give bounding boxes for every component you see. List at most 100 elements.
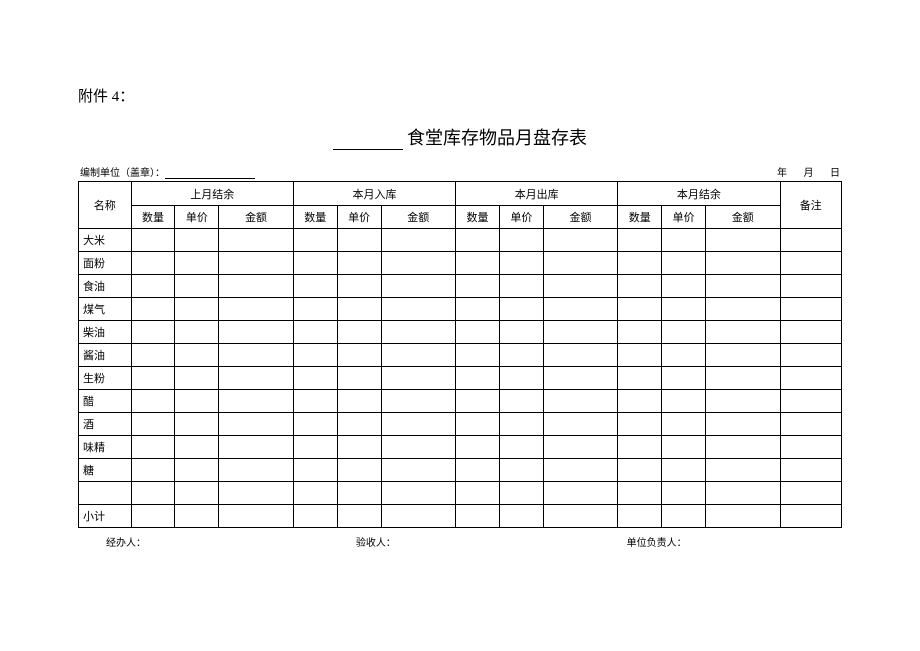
cell-amt — [381, 252, 456, 275]
cell-amt — [219, 482, 294, 505]
cell-qty — [131, 367, 175, 390]
cell-amt — [219, 505, 294, 528]
cell-remark — [780, 321, 841, 344]
cell-remark — [780, 459, 841, 482]
cell-qty — [131, 321, 175, 344]
cell-amt — [543, 344, 618, 367]
cell-amt — [706, 505, 781, 528]
attachment-label: 附件 4： — [78, 85, 842, 106]
cell-qty — [293, 459, 337, 482]
cell-amt — [543, 436, 618, 459]
cell-price — [337, 252, 381, 275]
cell-amt — [543, 505, 618, 528]
org-field: 编制单位（盖章）： — [80, 164, 255, 179]
cell-amt — [381, 482, 456, 505]
cell-qty — [456, 252, 500, 275]
cell-qty — [293, 321, 337, 344]
cell-qty — [618, 229, 662, 252]
cell-qty — [456, 344, 500, 367]
cell-qty — [456, 298, 500, 321]
table-row: 醋 — [79, 390, 842, 413]
cell-amt — [706, 390, 781, 413]
cell-amt — [543, 298, 618, 321]
cell-qty — [293, 275, 337, 298]
table-row: 味精 — [79, 436, 842, 459]
cell-qty — [131, 436, 175, 459]
cell-amt — [543, 252, 618, 275]
header-group-2: 本月出库 — [456, 182, 618, 206]
cell-qty — [131, 459, 175, 482]
cell-amt — [381, 505, 456, 528]
cell-qty — [131, 390, 175, 413]
cell-qty — [456, 229, 500, 252]
cell-qty — [293, 344, 337, 367]
cell-amt — [706, 298, 781, 321]
cell-amt — [706, 252, 781, 275]
cell-qty — [618, 482, 662, 505]
row-label: 面粉 — [79, 252, 132, 275]
cell-qty — [293, 505, 337, 528]
date-year: 年 — [777, 168, 787, 179]
header-qty: 数量 — [618, 206, 662, 229]
cell-price — [662, 367, 706, 390]
header-group-0: 上月结余 — [131, 182, 293, 206]
cell-remark — [780, 298, 841, 321]
inventory-table: 名称 上月结余 本月入库 本月出库 本月结余 备注 数量 单价 金额 数量 单价… — [78, 181, 842, 528]
cell-qty — [131, 482, 175, 505]
cell-amt — [706, 413, 781, 436]
cell-amt — [543, 367, 618, 390]
cell-remark — [780, 344, 841, 367]
cell-price — [175, 482, 219, 505]
cell-qty — [618, 459, 662, 482]
cell-remark — [780, 252, 841, 275]
cell-price — [499, 275, 543, 298]
cell-price — [337, 390, 381, 413]
cell-qty — [131, 505, 175, 528]
cell-amt — [219, 252, 294, 275]
cell-qty — [618, 390, 662, 413]
cell-remark — [780, 275, 841, 298]
table-row: 食油 — [79, 275, 842, 298]
cell-price — [175, 275, 219, 298]
cell-qty — [456, 505, 500, 528]
row-label: 小计 — [79, 505, 132, 528]
cell-price — [499, 390, 543, 413]
cell-price — [662, 321, 706, 344]
table-row: 大米 — [79, 229, 842, 252]
row-label — [79, 482, 132, 505]
cell-price — [499, 436, 543, 459]
cell-amt — [706, 275, 781, 298]
cell-qty — [456, 321, 500, 344]
cell-amt — [219, 367, 294, 390]
cell-amt — [543, 229, 618, 252]
table-row — [79, 482, 842, 505]
cell-price — [337, 482, 381, 505]
header-remark: 备注 — [780, 182, 841, 229]
cell-price — [175, 413, 219, 436]
row-label: 柴油 — [79, 321, 132, 344]
title-text: 食堂库存物品月盘存表 — [407, 128, 587, 148]
cell-amt — [381, 413, 456, 436]
meta-row: 编制单位（盖章）： 年 月 日 — [78, 164, 842, 179]
cell-price — [499, 298, 543, 321]
cell-amt — [219, 436, 294, 459]
table-row: 小计 — [79, 505, 842, 528]
cell-amt — [706, 436, 781, 459]
table-row: 面粉 — [79, 252, 842, 275]
date-month: 月 — [804, 168, 814, 179]
cell-amt — [706, 344, 781, 367]
cell-amt — [543, 390, 618, 413]
table-row: 酱油 — [79, 344, 842, 367]
cell-remark — [780, 436, 841, 459]
cell-price — [337, 413, 381, 436]
header-group-1: 本月入库 — [293, 182, 455, 206]
cell-price — [499, 321, 543, 344]
row-label: 大米 — [79, 229, 132, 252]
cell-qty — [618, 505, 662, 528]
cell-qty — [618, 436, 662, 459]
cell-price — [662, 482, 706, 505]
cell-price — [337, 367, 381, 390]
cell-qty — [456, 367, 500, 390]
cell-amt — [219, 413, 294, 436]
cell-amt — [706, 482, 781, 505]
